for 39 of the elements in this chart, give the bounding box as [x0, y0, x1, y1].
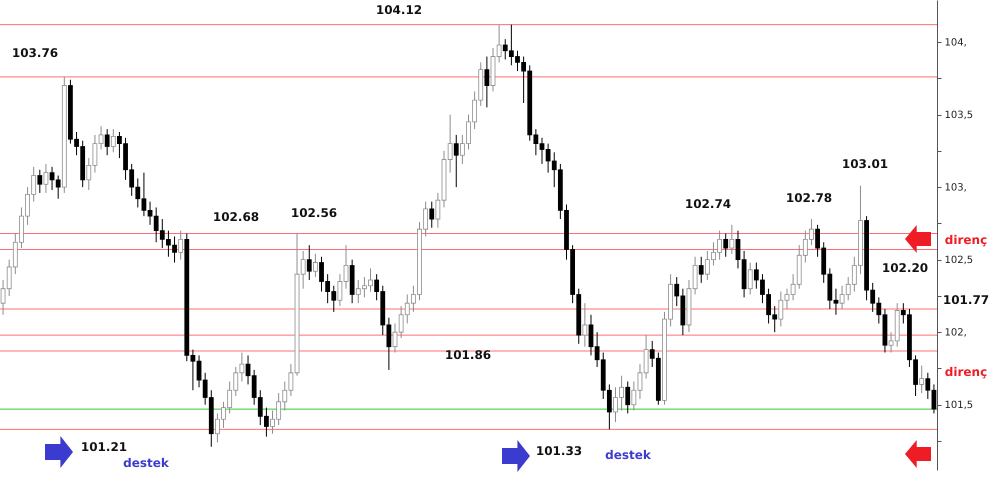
y-tick-label: 102,	[944, 328, 967, 339]
annotation: 103.01	[842, 157, 888, 171]
candlestick	[454, 134, 459, 188]
y-tick-label: 101,5	[944, 400, 974, 412]
text: direnç	[944, 233, 988, 247]
candlestick	[429, 201, 434, 228]
candlestick	[919, 365, 924, 394]
candlestick	[625, 381, 630, 414]
text: direnç	[944, 365, 988, 379]
y-tick-label: 103,	[944, 182, 967, 194]
candlestick	[110, 128, 116, 153]
candlestick	[37, 169, 42, 194]
annotation: 101.86	[444, 348, 492, 362]
y-tick-label: 104,	[944, 38, 967, 49]
candlestick	[104, 128, 110, 156]
candlestick	[312, 253, 318, 278]
candlestick	[582, 302, 588, 348]
candlestick	[484, 56, 490, 108]
annotation: 102.20	[882, 261, 928, 275]
candlestick	[723, 233, 728, 258]
annotation: 103.76	[12, 46, 58, 60]
annotation: 101.21	[80, 440, 128, 454]
text: 101.77	[942, 293, 990, 307]
annotation: 102.78	[786, 191, 832, 205]
annotation: 102.68	[212, 210, 260, 224]
candlestick	[306, 244, 312, 280]
candlestick	[44, 163, 48, 194]
y-tick-label: 102,5	[944, 255, 974, 266]
candlestick	[698, 256, 704, 284]
annotation: 102.56	[290, 206, 338, 220]
annotation: 101.33	[536, 444, 582, 458]
annotation: destek	[605, 448, 652, 462]
candlestick	[748, 262, 753, 295]
candlestick	[729, 224, 734, 254]
y-tick-label: 103,5	[944, 110, 974, 122]
annotation: 104.12	[376, 3, 422, 17]
annotation: destek	[123, 456, 170, 470]
candlestick	[178, 230, 184, 260]
annotation: 102.74	[684, 197, 732, 211]
